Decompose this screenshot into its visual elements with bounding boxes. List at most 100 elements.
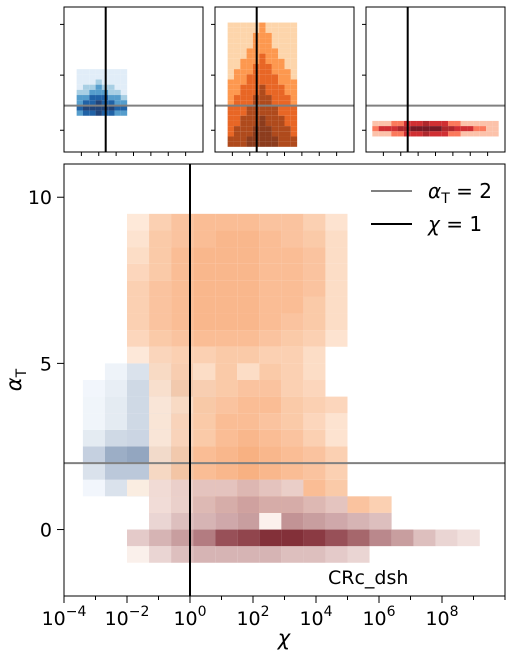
panel-heatmap-cell bbox=[460, 131, 468, 137]
panel-heatmap-cell bbox=[233, 53, 241, 59]
panel-heatmap-cell bbox=[233, 32, 241, 39]
panel-heatmap-cell bbox=[89, 100, 96, 106]
panel-heatmap-cell bbox=[240, 84, 247, 90]
panel-heatmap-cell bbox=[271, 79, 279, 85]
panel-heatmap-cell bbox=[120, 74, 128, 80]
panel-heatmap-cell bbox=[246, 131, 253, 137]
panel-heatmap-cell bbox=[246, 136, 253, 142]
orange-heatmap-cell bbox=[171, 296, 194, 314]
panel-heatmap-cell bbox=[284, 115, 291, 121]
orange-heatmap-cell bbox=[259, 330, 282, 347]
orange-heatmap-cell bbox=[193, 330, 216, 347]
orange-heatmap-cell bbox=[325, 296, 348, 314]
orange-heatmap-cell bbox=[237, 213, 260, 231]
orange-heatmap-cell bbox=[259, 230, 282, 248]
orange-heatmap-cell bbox=[193, 313, 216, 331]
orange-heatmap-cell bbox=[215, 346, 238, 364]
panel-heatmap-cell bbox=[372, 126, 379, 132]
x-tick-label: 106 bbox=[362, 604, 395, 630]
panel-heatmap-cell bbox=[227, 84, 234, 90]
orange-heatmap-cell bbox=[259, 263, 282, 281]
panel-heatmap-cell bbox=[441, 131, 449, 137]
panel-heatmap-cell bbox=[95, 89, 102, 96]
panel-heatmap-cell bbox=[240, 69, 247, 75]
orange-heatmap-cell bbox=[237, 363, 260, 380]
panel-heatmap-cell bbox=[95, 69, 102, 75]
red-heatmap-cell bbox=[193, 496, 216, 513]
orange-heatmap-cell bbox=[303, 230, 326, 248]
panel-heatmap-cell bbox=[271, 95, 279, 101]
top-panel-blue bbox=[60, 6, 204, 156]
blue-heatmap-cell bbox=[82, 429, 105, 447]
red-heatmap-cell bbox=[149, 479, 172, 497]
panel-heatmap-cell bbox=[259, 89, 266, 96]
panel-heatmap-cell bbox=[422, 120, 430, 127]
panel-heatmap-cell bbox=[246, 53, 253, 59]
panel-heatmap-cell bbox=[240, 141, 247, 147]
panel-heatmap-cell bbox=[246, 89, 253, 96]
orange-heatmap-cell bbox=[237, 313, 260, 331]
panel-heatmap-cell bbox=[240, 58, 247, 64]
panel-heatmap-cell bbox=[233, 126, 241, 132]
panel-heatmap-cell bbox=[233, 136, 241, 142]
panel-heatmap-cell bbox=[265, 38, 272, 44]
orange-heatmap-cell bbox=[193, 380, 216, 397]
blue-heatmap-cell bbox=[82, 479, 105, 497]
panel-heatmap-cell bbox=[120, 110, 128, 116]
panel-heatmap-cell bbox=[240, 131, 247, 137]
panel-heatmap-cell bbox=[460, 120, 468, 127]
panel-heatmap-cell bbox=[290, 100, 298, 106]
orange-heatmap-cell bbox=[303, 213, 326, 231]
orange-heatmap-cell bbox=[259, 296, 282, 314]
panel-heatmap-cell bbox=[82, 74, 90, 80]
x-tick-label: 10−2 bbox=[105, 604, 150, 630]
panel-heatmap-cell bbox=[290, 136, 298, 142]
panel-heatmap-cell bbox=[429, 126, 436, 132]
panel-heatmap-cell bbox=[278, 105, 285, 111]
orange-heatmap-cell bbox=[347, 496, 370, 513]
panel-heatmap-cell bbox=[284, 69, 291, 75]
red-heatmap-cell bbox=[149, 529, 172, 547]
panel-heatmap-cell bbox=[233, 79, 241, 85]
panel-heatmap-cell bbox=[233, 131, 241, 137]
panel-heatmap-cell bbox=[108, 89, 115, 96]
panel-heatmap-cell bbox=[89, 105, 96, 111]
orange-heatmap-cell bbox=[171, 230, 194, 248]
red-heatmap-cell bbox=[215, 479, 238, 497]
panel-heatmap-cell bbox=[378, 120, 385, 127]
panel-heatmap-cell bbox=[259, 100, 266, 106]
panel-heatmap-cell bbox=[290, 84, 298, 90]
orange-heatmap-cell bbox=[149, 363, 172, 380]
panel-heatmap-cell bbox=[76, 95, 83, 101]
blue-heatmap-cell bbox=[104, 479, 127, 497]
orange-heatmap-cell bbox=[281, 296, 304, 314]
orange-heatmap-cell bbox=[237, 396, 260, 414]
blue-heatmap-cell bbox=[104, 413, 127, 430]
orange-heatmap-cell bbox=[149, 247, 172, 264]
panel-heatmap-cell bbox=[479, 131, 487, 137]
panel-heatmap-cell bbox=[233, 63, 241, 70]
panel-heatmap-cell bbox=[265, 22, 272, 28]
panel-heatmap-cell bbox=[278, 115, 285, 121]
panel-heatmap-cell bbox=[240, 105, 247, 111]
panel-heatmap-cell bbox=[108, 79, 115, 85]
x-tick-label: 102 bbox=[236, 604, 269, 630]
panel-heatmap-cell bbox=[114, 100, 121, 106]
panel-heatmap-cell bbox=[82, 84, 90, 90]
panel-heatmap-cell bbox=[284, 126, 291, 132]
red-heatmap-cell bbox=[413, 529, 436, 547]
panel-heatmap-cell bbox=[240, 74, 247, 80]
orange-heatmap-cell bbox=[325, 280, 348, 297]
panel-heatmap-cell bbox=[441, 126, 449, 132]
panel-heatmap-cell bbox=[240, 115, 247, 121]
panel-heatmap-cell bbox=[271, 131, 279, 137]
panel-heatmap-cell bbox=[410, 120, 417, 127]
orange-heatmap-cell bbox=[149, 296, 172, 314]
panel-heatmap-cell bbox=[240, 63, 247, 70]
orange-heatmap-cell bbox=[171, 247, 194, 264]
panel-heatmap-cell bbox=[265, 79, 272, 85]
orange-heatmap-cell bbox=[237, 247, 260, 264]
panel-heatmap-cell bbox=[246, 79, 253, 85]
dataset-annotation: CRc_dsh bbox=[328, 567, 408, 589]
panel-heatmap-cell bbox=[265, 89, 272, 96]
